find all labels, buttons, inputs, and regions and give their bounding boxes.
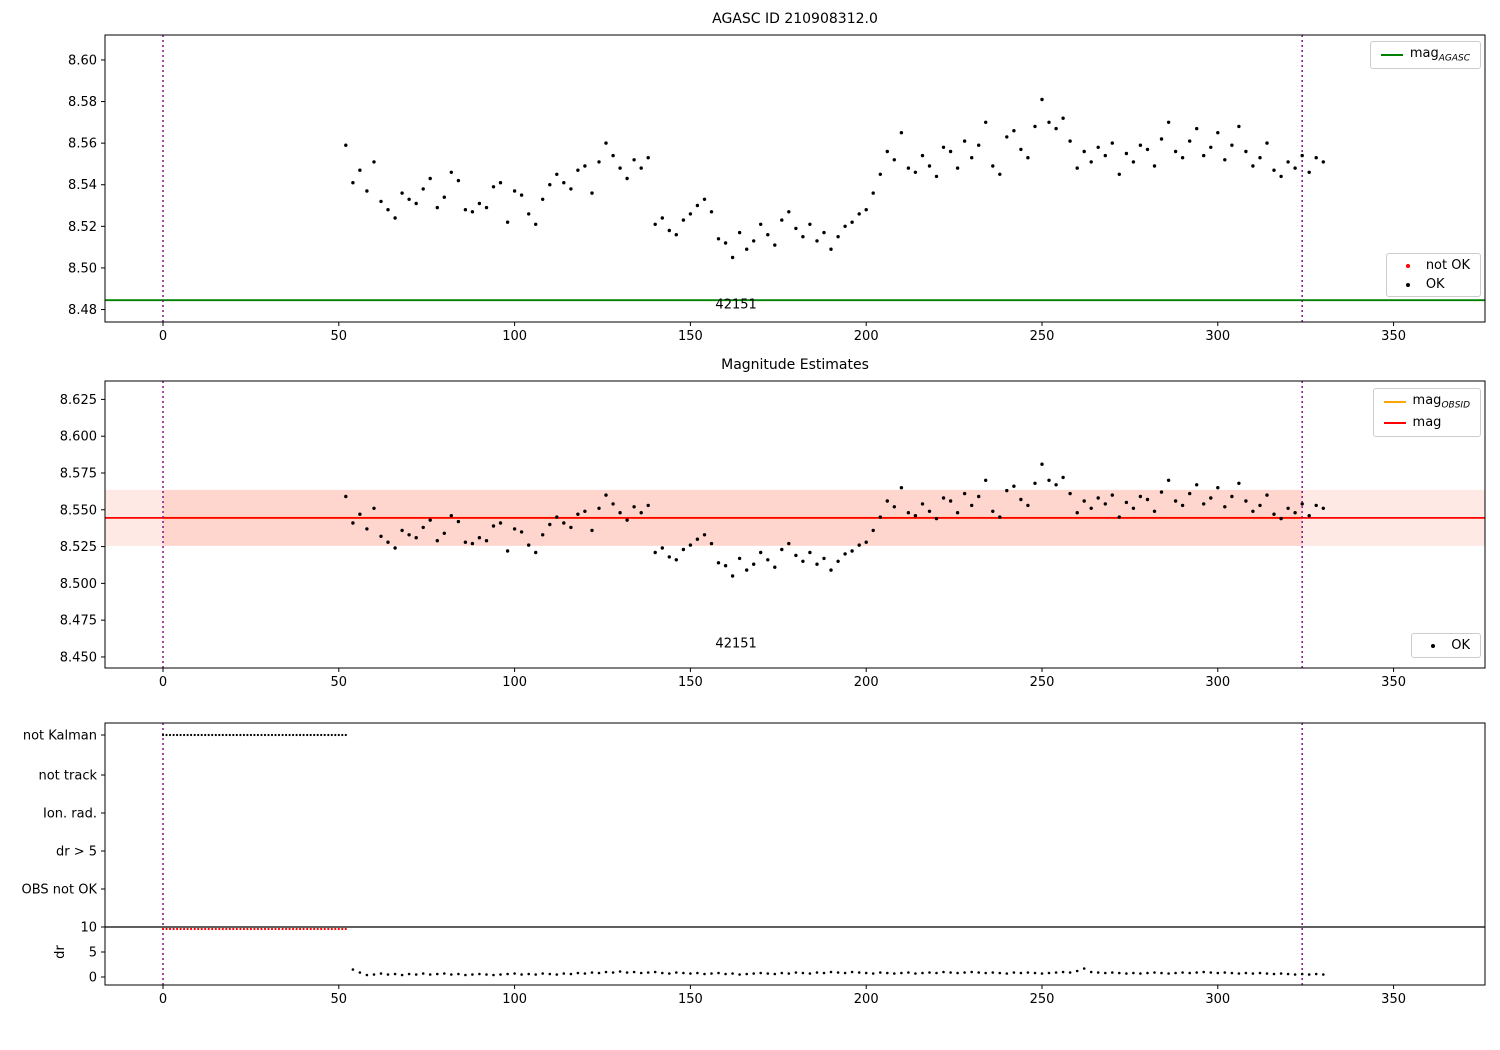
- mag-agasc-line-swatch: [1380, 53, 1403, 56]
- x-tick-label: 350: [1381, 329, 1406, 344]
- legend-ok-status-top: not OK OK: [1385, 253, 1481, 297]
- legend-item-mag-obsid: magOBSID: [1383, 393, 1470, 411]
- y-tick-label: 8.550: [60, 503, 97, 518]
- y-tick-label: 8.575: [60, 466, 97, 481]
- flag-category-label: Ion. rad.: [43, 807, 97, 822]
- x-tick-label: 50: [331, 329, 348, 344]
- legend-label-mag-obsid: magOBSID: [1412, 393, 1470, 411]
- y-tick-label: 8.60: [68, 53, 97, 68]
- mag-swatch-wrap: [1383, 422, 1406, 425]
- plot-agasc-title: AGASC ID 210908312.0: [712, 11, 878, 27]
- plot-magnitude-title: Magnitude Estimates: [721, 357, 869, 373]
- y-tick-label: 8.54: [68, 178, 97, 193]
- axes-frame: [104, 380, 1486, 669]
- legend-label-mag: mag: [1412, 414, 1442, 430]
- y-tick-label: 8.525: [60, 540, 97, 555]
- mag-obsid-line-swatch: [1383, 400, 1406, 403]
- legend-item-ok-middle: OK: [1422, 638, 1470, 653]
- x-tick-label: 0: [159, 675, 167, 690]
- scatter-points: [344, 462, 1326, 578]
- legend-label-ok: OK: [1425, 277, 1445, 292]
- x-tick-label: 200: [854, 675, 879, 690]
- y-tick-label: 8.52: [68, 220, 97, 235]
- y-tick-label: 8.450: [60, 650, 97, 665]
- plot-magnitude-estimates: Magnitude Estimates 42151 0 50 100 150 200 250…: [0, 345, 1500, 690]
- ok-middle-swatch-wrap: [1422, 643, 1444, 648]
- x-tick-label: 200: [854, 329, 879, 344]
- ok-swatch-wrap: [1397, 282, 1419, 287]
- x-tick-label: 350: [1381, 675, 1406, 690]
- x-tick-label: 50: [331, 992, 348, 1007]
- x-tick-label: 100: [502, 992, 527, 1007]
- legend-label-mag-agasc: magAGASC: [1409, 46, 1470, 64]
- x-tick-label: 50: [331, 675, 348, 690]
- legend-label-ok-middle: OK: [1451, 638, 1470, 653]
- legend-label-not-ok: not OK: [1425, 258, 1470, 273]
- x-tick-label: 150: [678, 329, 703, 344]
- axes-frame: [104, 722, 1486, 986]
- obsid-annotation: 42151: [715, 636, 756, 651]
- y-tick-label: 8.625: [60, 393, 97, 408]
- legend-item-not-ok: not OK: [1397, 258, 1470, 273]
- dr-points: [351, 967, 1325, 977]
- y-tick-label: 8.58: [68, 95, 97, 110]
- dr-bad-points: [161, 927, 347, 931]
- not-kalman-points: [161, 733, 347, 737]
- x-tick-label: 100: [502, 329, 527, 344]
- flag-category-label: OBS not OK: [22, 883, 98, 898]
- x-tick-label: 0: [159, 329, 167, 344]
- y-tick-label: 8.600: [60, 430, 97, 445]
- legend-item-mag-agasc: magAGASC: [1380, 46, 1470, 64]
- y-tick-label: 8.56: [68, 137, 97, 152]
- y-tick-label: 8.48: [68, 303, 97, 318]
- obsid-annotation: 42151: [715, 297, 756, 312]
- x-tick-label: 250: [1030, 329, 1055, 344]
- mag-line-swatch: [1383, 422, 1406, 425]
- x-tick-label: 150: [678, 675, 703, 690]
- x-tick-label: 100: [502, 675, 527, 690]
- x-tick-label: 300: [1205, 329, 1230, 344]
- x-tick-label: 250: [1030, 675, 1055, 690]
- x-tick-label: 350: [1381, 992, 1406, 1007]
- x-tick-label: 250: [1030, 992, 1055, 1007]
- not-ok-swatch-wrap: [1397, 263, 1419, 268]
- dr-tick-label: 5: [89, 946, 97, 961]
- flags-dr-chart: not Kalman not track Ion. rad. dr > 5 OBS no…: [22, 722, 1486, 1007]
- agasc-mag-chart: 42151 0 50 100 150 200 250 300 350 8.48 8.50 8.52 8.…: [68, 34, 1486, 344]
- ok-middle-marker: [1431, 643, 1436, 648]
- dr-axis-label: dr: [53, 945, 68, 959]
- not-ok-marker: [1405, 263, 1410, 268]
- legend-ok-status-middle: OK: [1411, 633, 1481, 658]
- y-tick-label: 8.50: [68, 261, 97, 276]
- magnitude-estimates-chart: 42151 0 50 100 150 200 250 300 350 8.450 8.475 8.50…: [60, 380, 1486, 690]
- scatter-points: [344, 97, 1326, 260]
- y-tick-label: 8.475: [60, 614, 97, 629]
- mag-obsid-swatch-wrap: [1383, 400, 1406, 403]
- plot-agasc-mag: AGASC ID 210908312.0 42151 0 50 100 150 200 25…: [0, 0, 1500, 345]
- dr-tick-label: 10: [80, 921, 97, 936]
- legend-mag-lines: magOBSID mag: [1372, 388, 1481, 438]
- legend-item-mag: mag: [1383, 414, 1470, 433]
- mag-agasc-swatch-wrap: [1380, 53, 1403, 56]
- flag-category-label: dr > 5: [56, 845, 97, 860]
- flag-category-label: not Kalman: [23, 729, 97, 744]
- y-tick-label: 8.500: [60, 577, 97, 592]
- x-tick-label: 200: [854, 992, 879, 1007]
- x-tick-label: 300: [1205, 675, 1230, 690]
- x-tick-label: 300: [1205, 992, 1230, 1007]
- legend-item-ok: OK: [1397, 277, 1470, 292]
- flag-category-label: not track: [38, 769, 97, 784]
- ok-marker: [1405, 282, 1410, 287]
- dr-tick-label: 0: [89, 971, 97, 986]
- x-tick-label: 0: [159, 992, 167, 1007]
- x-tick-label: 150: [678, 992, 703, 1007]
- legend-mag-agasc: magAGASC: [1369, 41, 1481, 69]
- plot-flags-dr: not Kalman not track Ion. rad. dr > 5 OBS no…: [0, 690, 1500, 1050]
- axes-frame: [104, 34, 1486, 323]
